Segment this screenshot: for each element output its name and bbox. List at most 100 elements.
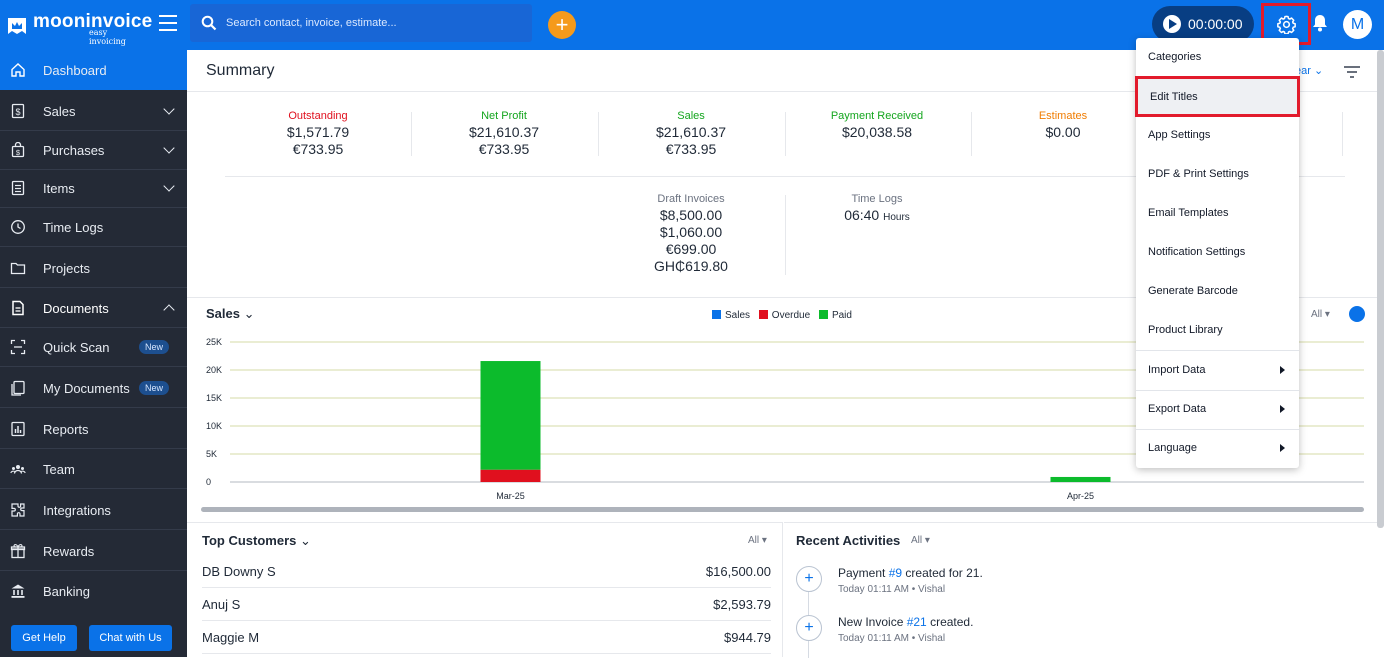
- sidebar-item-rewards[interactable]: Rewards: [0, 531, 187, 571]
- filter-icon[interactable]: [1344, 66, 1360, 78]
- stat-label: Payment Received: [830, 110, 924, 122]
- sidebar-item-items[interactable]: Items: [0, 168, 187, 208]
- sidebar-item-label: Banking: [43, 584, 90, 599]
- pie-chart-icon[interactable]: [1349, 306, 1365, 322]
- legend-label: Overdue: [771, 310, 811, 321]
- user-avatar[interactable]: M: [1343, 10, 1372, 39]
- sidebar-item-team[interactable]: Team: [0, 449, 187, 489]
- y-tick-label: 5K: [206, 449, 217, 459]
- menu-item-label: Product Library: [1148, 324, 1223, 336]
- bag-icon: $: [11, 142, 25, 158]
- sidebar-item-projects[interactable]: Projects: [0, 248, 187, 288]
- menu-item-label: App Settings: [1148, 129, 1211, 141]
- top-customers-title[interactable]: Top Customers ⌄: [202, 533, 311, 549]
- app-logo[interactable]: mooninvoice easy invoicing: [6, 10, 152, 46]
- sales-chart-section: Sales ⌄ Sales Overdue Paid All ▾ 0 5K 10K 1…: [187, 297, 1384, 522]
- menu-item-edit-titles[interactable]: Edit Titles: [1135, 76, 1300, 117]
- chevron-up-icon: [163, 304, 175, 316]
- activities-filter-dropdown[interactable]: All ▾: [911, 535, 930, 546]
- stat-label: Outstanding: [288, 110, 348, 122]
- sidebar-item-dashboard[interactable]: Dashboard: [0, 50, 187, 90]
- chart-title-label: Sales: [206, 306, 240, 321]
- menu-item-label: Import Data: [1148, 364, 1206, 376]
- stat-value: $8,500.00: [659, 207, 723, 223]
- menu-item-language[interactable]: Language: [1136, 429, 1299, 468]
- sidebar-item-sales[interactable]: $ Sales: [0, 91, 187, 131]
- menu-item-pdf-print-settings[interactable]: PDF & Print Settings: [1136, 155, 1299, 194]
- sidebar-item-banking[interactable]: Banking: [0, 571, 187, 611]
- stat-estimates[interactable]: Estimates $0.00: [993, 109, 1133, 141]
- chart-legend: Sales Overdue Paid: [712, 310, 858, 321]
- menu-separator: [1136, 350, 1299, 351]
- stat-time-logs[interactable]: Time Logs 06:40 Hours: [807, 192, 947, 226]
- hamburger-menu-icon[interactable]: [159, 15, 179, 33]
- legend-item-sales[interactable]: Sales: [712, 310, 750, 321]
- menu-item-generate-barcode[interactable]: Generate Barcode: [1136, 272, 1299, 311]
- sidebar-item-label: Rewards: [43, 544, 95, 559]
- activity-text: Payment #9 created for 21.: [838, 566, 983, 580]
- timer-button[interactable]: 00:00:00: [1152, 6, 1254, 42]
- menu-item-import-data[interactable]: Import Data: [1136, 351, 1299, 390]
- get-help-button[interactable]: Get Help: [11, 625, 77, 651]
- search-input[interactable]: [226, 13, 516, 33]
- table-row[interactable]: DB Downy S $16,500.00: [202, 555, 771, 588]
- stat-sales[interactable]: Sales $21,610.37 €733.95: [621, 109, 761, 158]
- stat-label: Estimates: [1038, 110, 1088, 122]
- customer-amount: $2,593.79: [713, 597, 771, 612]
- sidebar-item-label: My Documents: [43, 381, 130, 396]
- legend-item-overdue[interactable]: Overdue: [758, 310, 811, 321]
- sidebar-item-purchases[interactable]: $ Purchases: [0, 130, 187, 170]
- y-tick-label: 25K: [206, 337, 222, 347]
- sidebar-item-label: Projects: [43, 261, 90, 276]
- customers-filter-dropdown[interactable]: All ▾: [748, 535, 767, 546]
- logo-icon: [8, 18, 26, 34]
- settings-dropdown-menu: Categories Edit Titles App Settings PDF …: [1135, 38, 1300, 468]
- search-icon: [201, 15, 217, 31]
- stat-payment-received[interactable]: Payment Received $20,038.58: [807, 109, 947, 141]
- sidebar-item-label: Sales: [43, 104, 76, 119]
- activity-text-prefix: New Invoice: [838, 615, 907, 629]
- legend-label: Sales: [725, 310, 751, 321]
- sidebar-item-integrations[interactable]: Integrations: [0, 490, 187, 530]
- table-row[interactable]: Maggie M $944.79: [202, 621, 771, 654]
- list-item: + New Invoice #21 created. Today 01:11 A…: [796, 615, 1356, 661]
- panel-title-label: Top Customers: [202, 533, 297, 548]
- activity-link[interactable]: #21: [906, 615, 927, 629]
- menu-item-email-templates[interactable]: Email Templates: [1136, 194, 1299, 233]
- chart-filter-dropdown[interactable]: All ▾: [1311, 309, 1330, 320]
- sidebar-item-reports[interactable]: Reports: [0, 409, 187, 449]
- add-new-button[interactable]: +: [548, 11, 576, 39]
- activity-link[interactable]: #9: [888, 566, 903, 580]
- sidebar-item-quick-scan[interactable]: Quick Scan New: [0, 327, 187, 367]
- menu-item-notification-settings[interactable]: Notification Settings: [1136, 233, 1299, 272]
- menu-item-product-library[interactable]: Product Library: [1136, 311, 1299, 350]
- menu-item-label: Categories: [1148, 51, 1202, 63]
- chat-with-us-button[interactable]: Chat with Us: [89, 625, 172, 651]
- sidebar-footer: Get Help Chat with Us: [0, 613, 187, 657]
- menu-item-app-settings[interactable]: App Settings: [1136, 116, 1299, 155]
- stat-outstanding[interactable]: Outstanding $1,571.79 €733.95: [248, 109, 388, 158]
- chevron-down-icon: [163, 142, 175, 154]
- stat-net-profit[interactable]: Net Profit $21,610.37 €733.95: [434, 109, 574, 158]
- report-icon: [11, 421, 25, 437]
- plus-icon: +: [796, 615, 822, 641]
- sales-bar-chart: 0 5K 10K 15K 20K 25K Mar-25 Apr-25: [206, 337, 1364, 501]
- chart-title[interactable]: Sales ⌄: [206, 306, 255, 322]
- sidebar-item-label: Time Logs: [43, 220, 104, 235]
- chart-scrollbar[interactable]: [201, 507, 1364, 512]
- sidebar-item-documents[interactable]: Documents: [0, 288, 187, 328]
- stat-draft-invoices[interactable]: Draft Invoices $8,500.00 $1,060.00 €699.…: [621, 192, 761, 275]
- table-row[interactable]: Anuj S $2,593.79: [202, 588, 771, 621]
- sidebar-item-label: Quick Scan: [43, 340, 110, 355]
- menu-item-export-data[interactable]: Export Data: [1136, 390, 1299, 429]
- bell-icon[interactable]: [1312, 14, 1328, 32]
- menu-item-categories[interactable]: Categories: [1136, 38, 1299, 77]
- stat-value: €699.00: [665, 241, 717, 257]
- page-scrollbar[interactable]: [1377, 50, 1384, 528]
- new-badge: New: [139, 381, 170, 395]
- activity-meta: Today 01:11 AM • Vishal: [838, 584, 946, 595]
- sidebar-item-my-documents[interactable]: My Documents New: [0, 368, 187, 408]
- sidebar-item-time-logs[interactable]: Time Logs: [0, 207, 187, 247]
- legend-item-paid[interactable]: Paid: [818, 310, 852, 321]
- menu-item-label: Notification Settings: [1148, 246, 1246, 258]
